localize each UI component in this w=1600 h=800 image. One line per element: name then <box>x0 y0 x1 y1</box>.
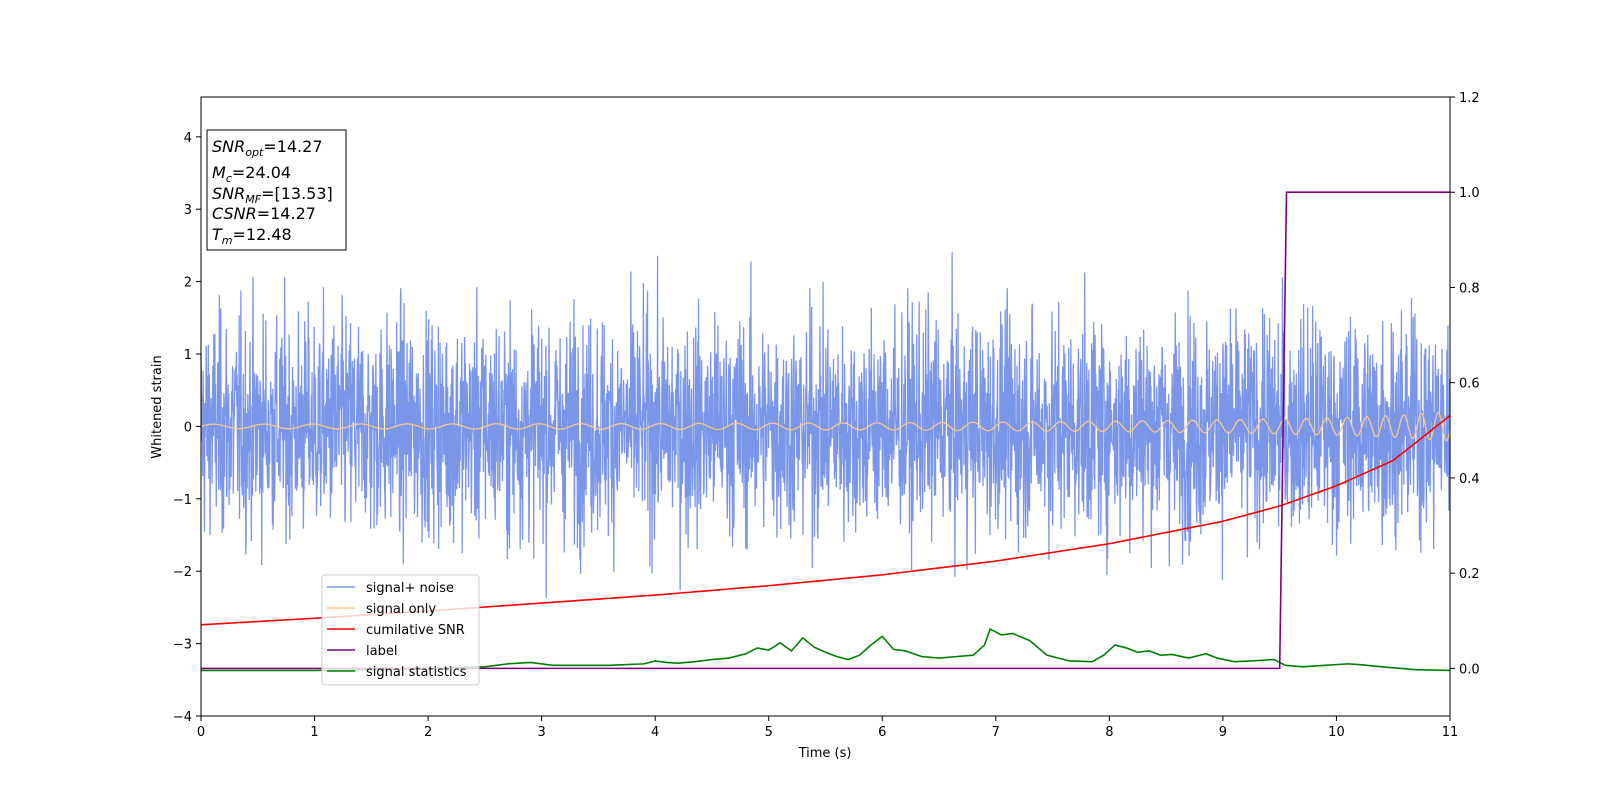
legend-entry-label: label <box>327 644 397 659</box>
annotation-box: SNRopt=14.27 Mc=24.04 SNRMF=[13.53] CSNR… <box>206 129 347 251</box>
y-tick-label: 0 <box>184 420 192 435</box>
y-tick-label: −4 <box>173 710 192 725</box>
y2-tick-label: 0.8 <box>1459 281 1480 296</box>
x-tick-label: 4 <box>651 725 659 740</box>
y-tick-label: 2 <box>184 276 192 291</box>
legend: signal+ noise signal only cumilative SNR… <box>321 574 480 686</box>
legend-entry-signal-only: signal only <box>327 602 436 617</box>
y2-tick-label: 0.2 <box>1459 567 1480 582</box>
x-tick-label: 2 <box>424 725 432 740</box>
legend-entry-signal-noise: signal+ noise <box>327 581 454 596</box>
legend-entry-signal-statistics: signal statistics <box>327 665 467 680</box>
y2-tick-label: 0.0 <box>1459 662 1480 677</box>
annotation-frame <box>206 129 347 251</box>
y2-tick-label: 1.2 <box>1459 91 1480 106</box>
x-tick-label: 11 <box>1442 725 1459 740</box>
y2-tick-label: 1.0 <box>1459 186 1480 201</box>
y-axis-left: −4 −3 −2 −1 0 1 2 3 4 <box>173 131 201 725</box>
legend-frame <box>321 574 480 686</box>
series-label <box>201 191 1450 670</box>
y-tick-label: −1 <box>173 493 192 508</box>
legend-entry-cumulative-snr: cumilative SNR <box>327 623 465 638</box>
y-axis-label: Whitened strain <box>150 355 165 458</box>
annotation-tm: Tm=12.48 <box>212 225 292 247</box>
x-tick-label: 9 <box>1219 725 1227 740</box>
x-tick-label: 5 <box>765 725 773 740</box>
x-tick-label: 6 <box>878 725 886 740</box>
series-signal-noise <box>200 252 1451 598</box>
series-signal-statistics <box>201 627 1451 672</box>
y2-tick-label: 0.6 <box>1459 377 1480 392</box>
y-axis-right: 0.0 0.2 0.4 0.6 0.8 1.0 1.2 <box>1450 91 1480 677</box>
y-tick-label: 1 <box>184 348 192 363</box>
y-tick-label: −3 <box>173 638 192 653</box>
annotation-snr-mf: SNRMF=[13.53] <box>212 184 333 206</box>
annotation-csnr: CSNR=14.27 <box>212 204 316 223</box>
legend-label-label: label <box>366 644 397 659</box>
series-signal-only <box>200 411 1451 442</box>
y-tick-label: 4 <box>184 131 192 146</box>
x-tick-label: 1 <box>310 725 318 740</box>
x-tick-label: 3 <box>537 725 545 740</box>
x-axis: 0 1 2 3 4 5 6 7 8 9 10 11 <box>197 716 1458 740</box>
legend-label-cumulative-snr: cumilative SNR <box>366 623 465 638</box>
x-axis-label: Time (s) <box>798 746 852 761</box>
y2-tick-label: 0.4 <box>1459 472 1480 487</box>
annotation-snr-opt: SNRopt=14.27 <box>212 137 323 159</box>
x-tick-label: 8 <box>1105 725 1113 740</box>
plot-frame <box>200 96 1451 717</box>
legend-label-signal-statistics: signal statistics <box>366 665 467 680</box>
x-tick-label: 7 <box>992 725 1000 740</box>
x-tick-label: 0 <box>197 725 205 740</box>
legend-label-signal-noise: signal+ noise <box>366 581 454 596</box>
legend-label-signal-only: signal only <box>366 602 436 617</box>
y-tick-label: 3 <box>184 203 192 218</box>
y-tick-label: −2 <box>173 565 192 580</box>
annotation-mc: Mc=24.04 <box>212 163 291 185</box>
x-tick-label: 10 <box>1328 725 1345 740</box>
